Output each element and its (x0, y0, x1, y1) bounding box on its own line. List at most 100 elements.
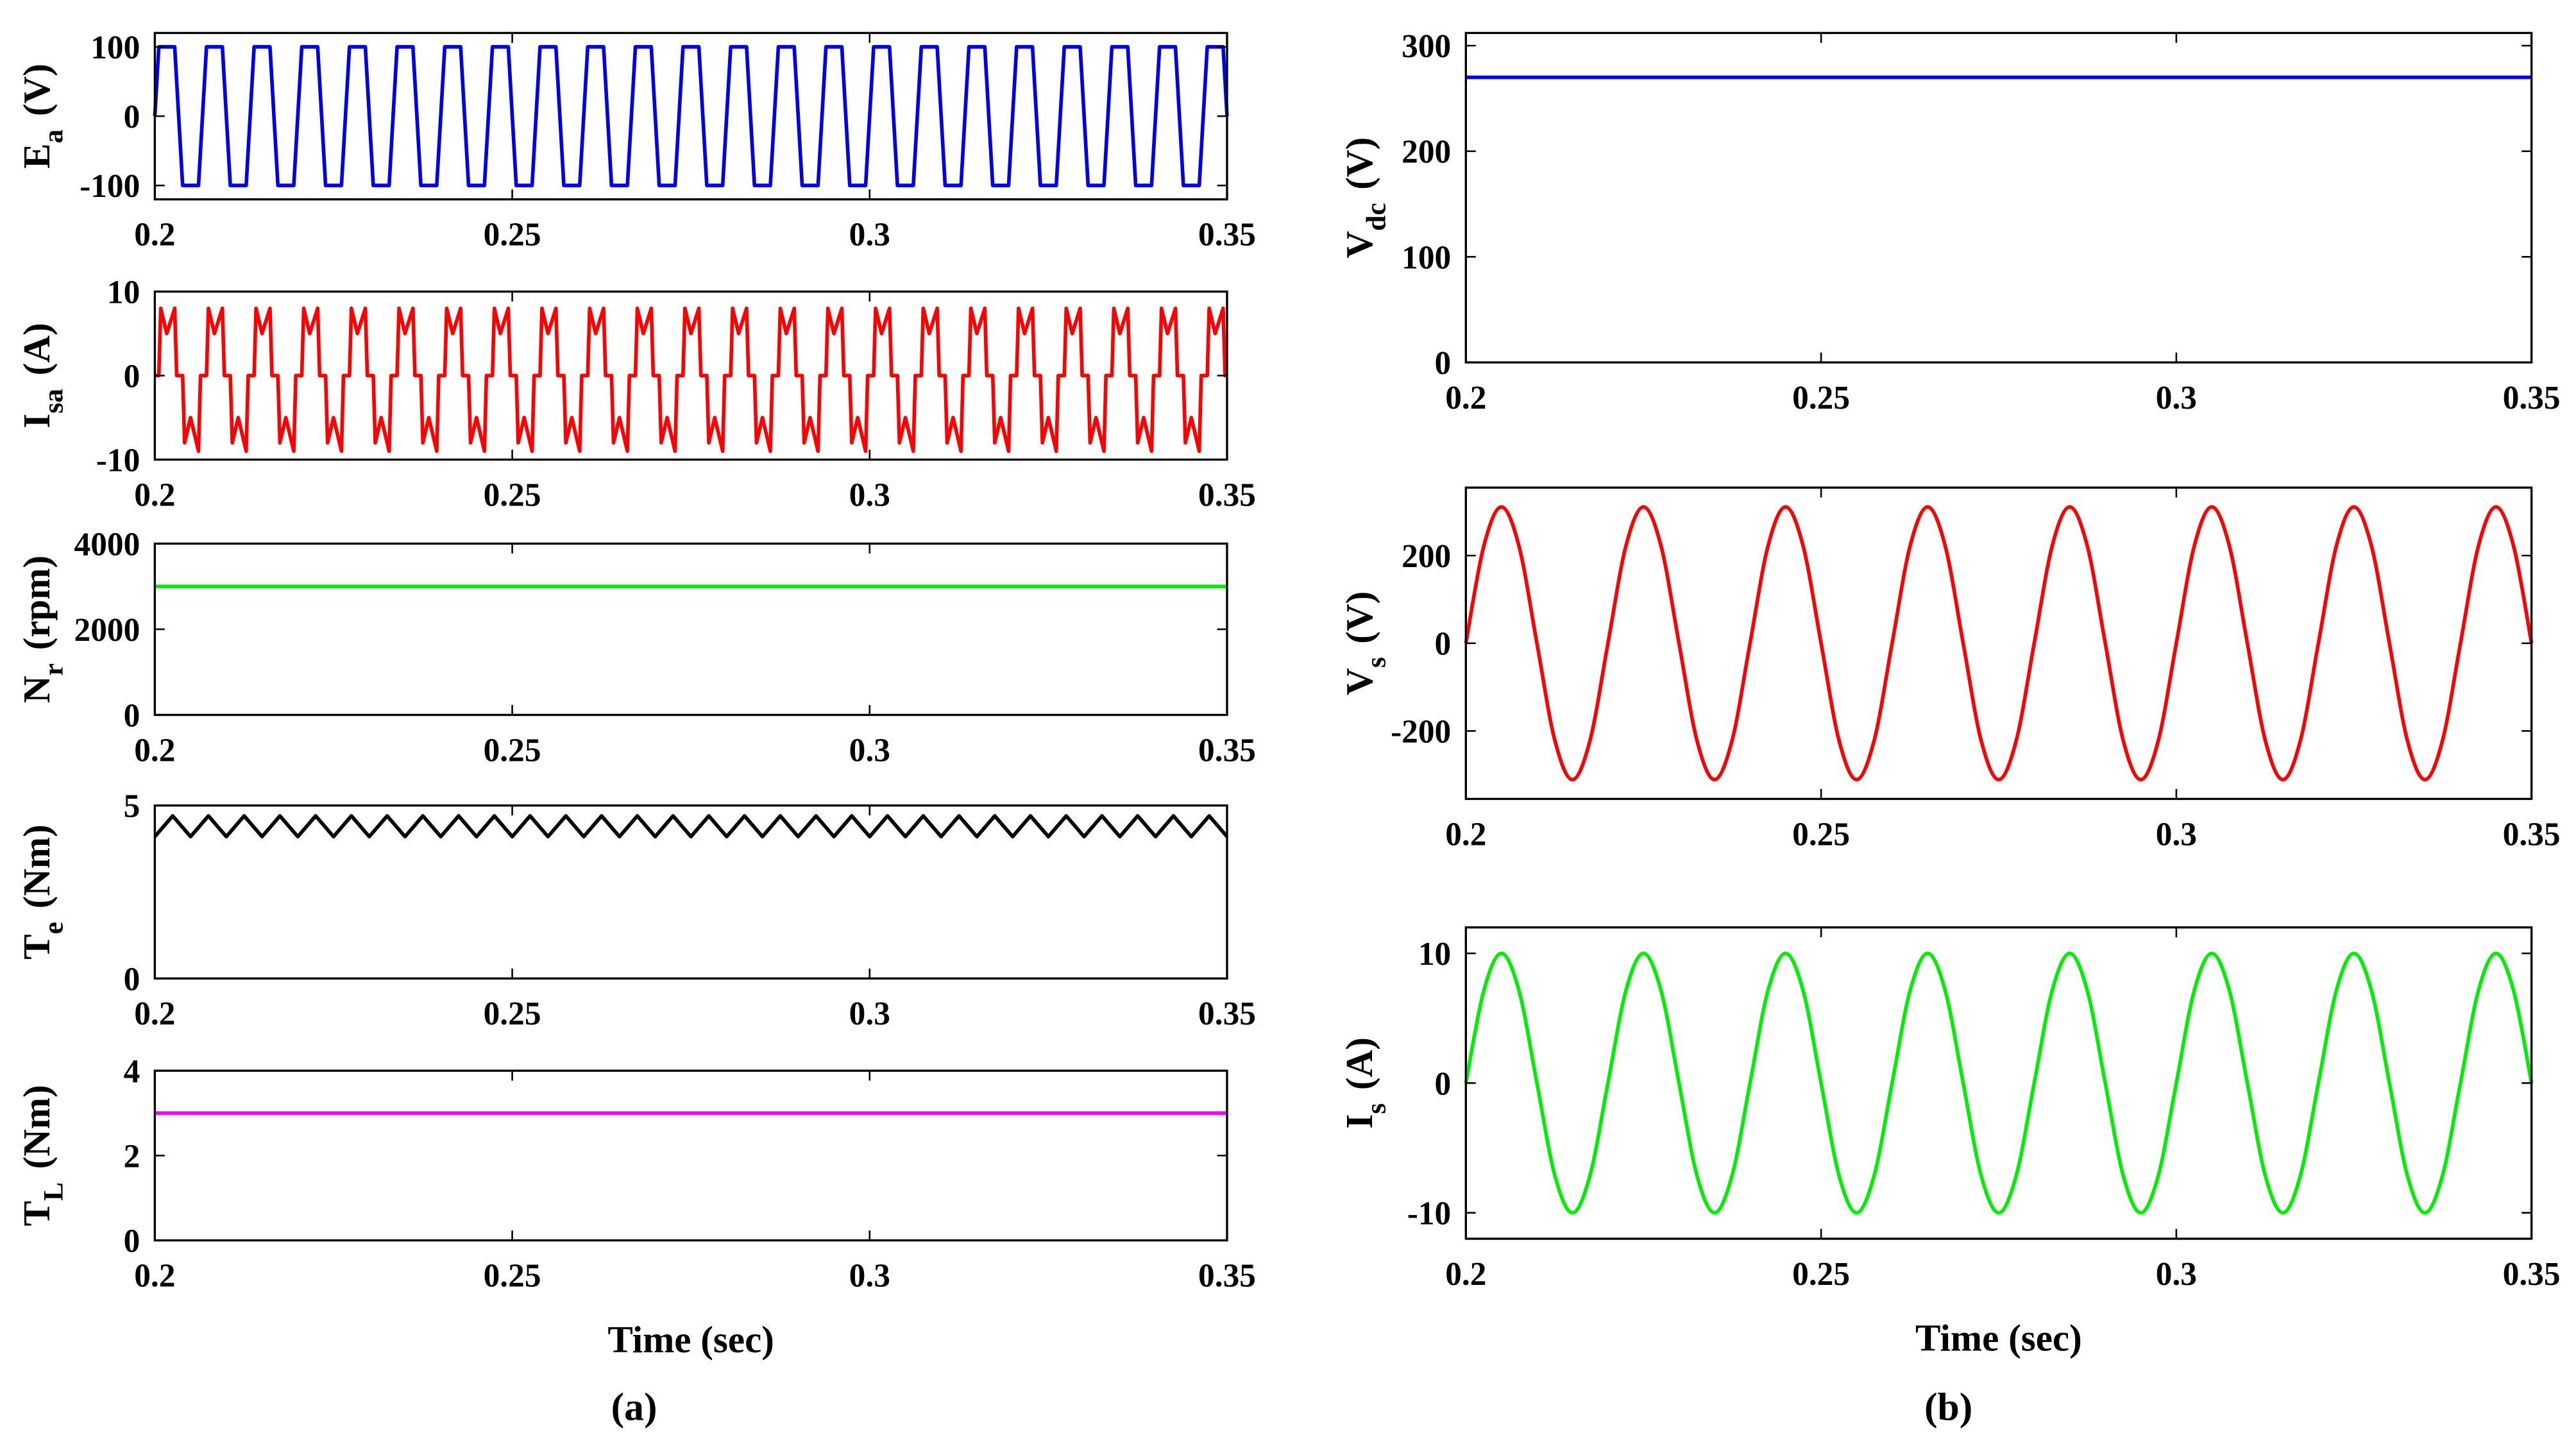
y-axis-label: Te (Nm) (15, 824, 69, 959)
axes-box (153, 31, 1228, 201)
y-tick-label: 0 (124, 697, 140, 734)
y-label-unit: (V) (15, 64, 58, 116)
x-tick-label: 0.25 (484, 217, 541, 253)
x-tick-label: 0.2 (134, 996, 175, 1032)
axes-box (153, 290, 1228, 461)
y-tick-label: 10 (1418, 936, 1451, 973)
plot-area (155, 33, 1227, 200)
y-tick-label: 4000 (74, 526, 140, 563)
y-label-unit: (A) (1338, 1037, 1380, 1090)
plot-area (1466, 488, 2532, 799)
x-tick-label: 0.2 (134, 732, 175, 769)
x-tick-label: 0.2 (1445, 1256, 1486, 1293)
x-axis-label: Time (sec) (607, 1318, 774, 1361)
x-tick-label: 0.35 (1198, 217, 1256, 253)
y-label-unit: (V) (1338, 137, 1380, 190)
y-tick-label: 0 (124, 358, 140, 395)
y-tick-label: 0 (1435, 626, 1452, 663)
x-tick-label: 0.3 (849, 477, 890, 513)
y-tick-label: 0 (1435, 1066, 1452, 1102)
x-tick-label: 0.25 (484, 1257, 541, 1294)
data-line (153, 814, 1229, 839)
x-tick-label: 0.25 (484, 477, 541, 513)
x-tick-label: 0.35 (2503, 380, 2561, 416)
y-tick-label: 2000 (74, 612, 140, 649)
plot-area (1466, 927, 2532, 1239)
x-tick-label: 0.35 (1198, 996, 1256, 1032)
plot-area (155, 1071, 1227, 1241)
caption: (a) (611, 1385, 657, 1429)
y-tick-label: 100 (1402, 239, 1451, 276)
axes-box (1464, 926, 2533, 1240)
y-label-symbol: V (1338, 668, 1380, 695)
y-tick-label: 0 (124, 99, 140, 135)
y-label-subscript: s (1360, 657, 1391, 668)
y-label-subscript: e (38, 922, 69, 934)
x-tick-label: 0.2 (134, 477, 175, 513)
y-axis-label: Vs (V) (1338, 591, 1392, 695)
y-axis-label: Ea (V) (15, 64, 69, 169)
y-axis-label: Is (A) (1338, 1037, 1392, 1128)
y-label-unit: (A) (15, 323, 58, 375)
x-tick-label: 0.2 (1445, 816, 1486, 853)
y-tick-label: 200 (1402, 538, 1451, 575)
y-axis-label: Isa (A) (15, 323, 69, 428)
y-label-unit: (rpm) (15, 556, 58, 650)
y-label-subscript: a (38, 130, 69, 144)
y-axis-label: Vdc (V) (1338, 137, 1392, 259)
y-label-unit: (V) (1338, 591, 1380, 644)
data-line (1464, 951, 2534, 1215)
x-tick-label: 0.3 (849, 996, 890, 1032)
y-label-unit: (Nm) (15, 824, 58, 908)
axes-box (153, 1069, 1228, 1242)
plot-area (155, 543, 1227, 715)
y-tick-label: 0 (124, 961, 140, 998)
caption: (b) (1924, 1385, 1972, 1429)
data-line (153, 45, 1229, 187)
y-label-symbol: V (1338, 231, 1380, 259)
axes-box (153, 542, 1228, 717)
y-label-symbol: E (15, 144, 58, 169)
x-tick-label: 0.3 (849, 1257, 890, 1294)
axes-box (1464, 486, 2533, 801)
y-axis-label: TL (Nm) (15, 1085, 69, 1226)
x-tick-label: 0.35 (1198, 1257, 1256, 1294)
y-label-subscript: L (38, 1182, 69, 1201)
axes-box (153, 804, 1228, 980)
plot-area (155, 805, 1227, 979)
y-label-subscript: s (1360, 1103, 1391, 1114)
y-tick-label: -10 (1407, 1196, 1451, 1232)
y-label-symbol: T (15, 1201, 58, 1226)
data-line (1464, 505, 2534, 782)
y-tick-label: 2 (124, 1138, 140, 1175)
y-label-subscript: sa (38, 389, 69, 414)
x-tick-label: 0.35 (2503, 1256, 2561, 1293)
plot-area (155, 291, 1227, 460)
y-tick-label: 0 (124, 1223, 140, 1260)
y-tick-label: 0 (1435, 345, 1452, 382)
y-tick-label: -10 (96, 442, 140, 479)
x-tick-label: 0.25 (1792, 816, 1850, 853)
y-tick-label: 300 (1402, 28, 1451, 65)
x-tick-label: 0.3 (849, 732, 890, 769)
y-label-subscript: dc (1360, 203, 1391, 231)
y-tick-label: -200 (1391, 713, 1451, 750)
y-tick-label: -100 (80, 168, 140, 205)
x-tick-label: 0.25 (484, 996, 541, 1032)
y-tick-label: 5 (124, 788, 140, 825)
y-tick-label: 200 (1402, 134, 1451, 171)
x-tick-label: 0.3 (2156, 1256, 2197, 1293)
x-tick-label: 0.3 (2156, 816, 2197, 853)
x-tick-label: 0.25 (1792, 380, 1850, 416)
data-line (155, 306, 1227, 454)
x-tick-label: 0.2 (1445, 380, 1486, 416)
x-tick-label: 0.3 (2156, 380, 2197, 416)
x-tick-label: 0.25 (484, 732, 541, 769)
x-tick-label: 0.35 (2503, 816, 2561, 853)
y-tick-label: 100 (90, 30, 140, 66)
x-axis-label: Time (sec) (1915, 1317, 2082, 1359)
y-tick-label: 4 (124, 1053, 140, 1090)
y-label-symbol: I (15, 414, 58, 429)
